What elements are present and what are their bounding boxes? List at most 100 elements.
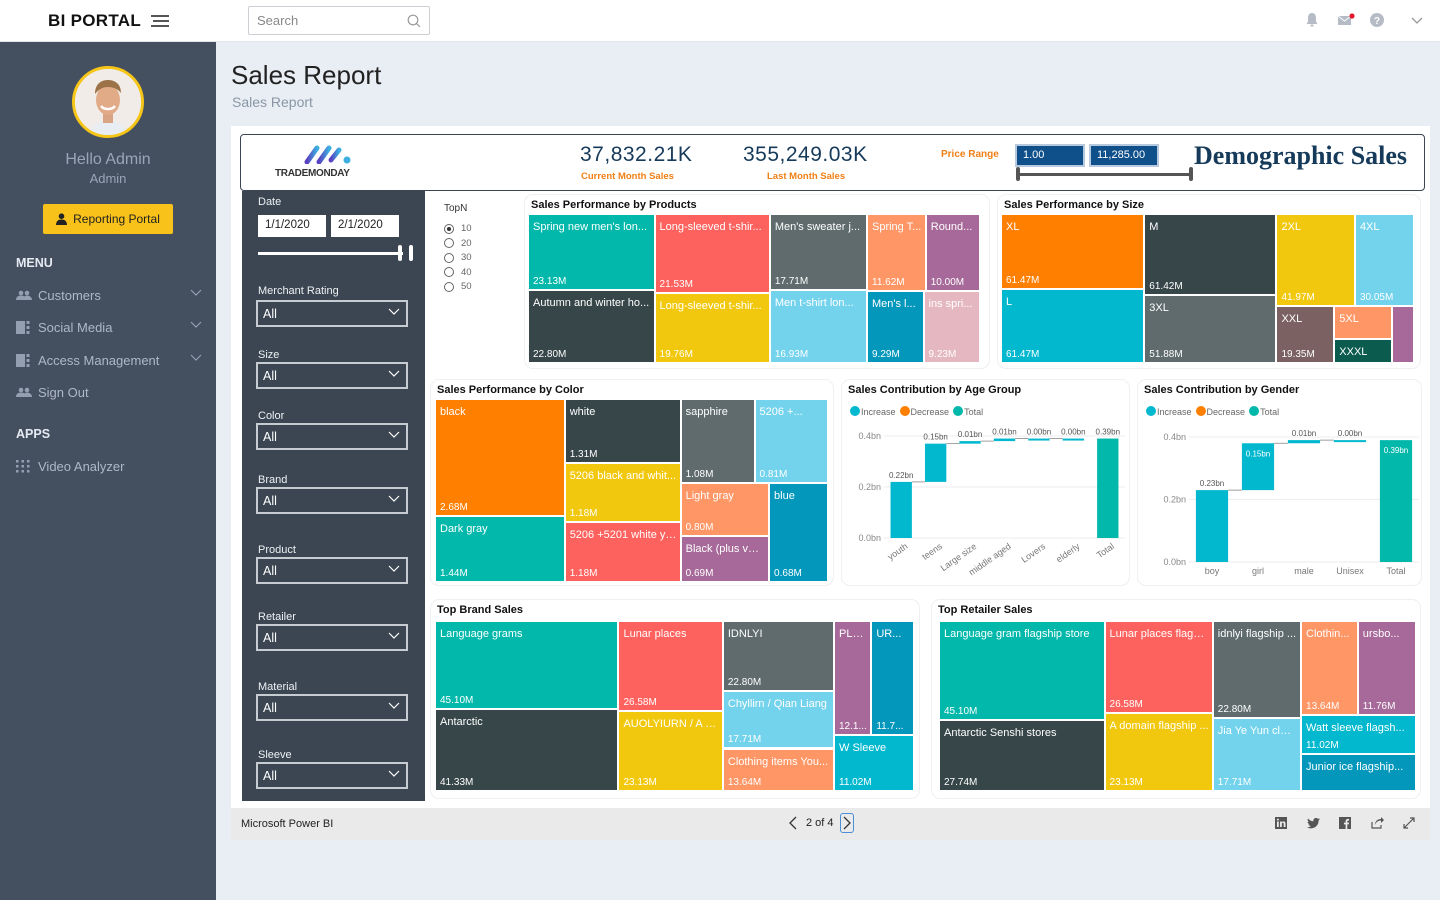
treemap-tile[interactable]: L 61.47M — [1002, 289, 1146, 364]
treemap-tile[interactable]: Men t-shirt lon... 16.93M — [770, 290, 868, 364]
slicer-dropdown-retailer[interactable]: All — [256, 624, 408, 651]
treemap-tile[interactable]: AUOLYIURN / A D... 23.13M — [619, 712, 724, 792]
reporting-portal-button[interactable]: Reporting Portal — [43, 204, 173, 234]
date-slider-handle-end[interactable] — [409, 245, 413, 261]
legend-item[interactable]: Decrease — [1195, 406, 1245, 417]
treemap-tile[interactable]: idnlyi flagship ... 22.80M — [1213, 622, 1303, 719]
price-min-input[interactable]: 1.00 — [1015, 144, 1085, 167]
treemap-tile[interactable]: Language grams 45.10M — [436, 622, 620, 711]
facebook-share-button[interactable] — [1338, 816, 1352, 830]
treemap-tile[interactable]: 5XL — [1335, 307, 1394, 341]
treemap-tile[interactable]: M 61.42M — [1145, 215, 1278, 297]
radio-button[interactable] — [444, 223, 454, 234]
brand-logo[interactable]: BI PORTAL — [48, 11, 142, 30]
topn-option-10[interactable]: 10 — [444, 223, 472, 234]
treemap-tile[interactable]: ins spri... 9.23M — [924, 292, 981, 364]
sidebar-item-access-management[interactable]: Access Management — [16, 349, 202, 371]
treemap-tile[interactable]: Chyllirn / Qian Liang 17.71M — [723, 691, 835, 750]
previous-page-button[interactable] — [786, 813, 800, 833]
radio-button[interactable] — [444, 238, 454, 248]
treemap-tile[interactable]: Jia Ye Yun clot... 17.71M — [1213, 718, 1303, 792]
treemap-tile[interactable]: Long-sleeved t-shir... 19.76M — [655, 293, 771, 364]
treemap-tile[interactable]: 5206 black and whit... 1.18M — [565, 464, 682, 523]
treemap-tile[interactable]: XL 61.47M — [1002, 215, 1146, 290]
treemap-tile[interactable]: Long-sleeved t-shir... 21.53M — [655, 215, 771, 294]
radio-button[interactable] — [444, 252, 454, 263]
legend-item[interactable]: Total — [953, 406, 983, 417]
bell-icon[interactable] — [1305, 12, 1319, 28]
legend-item[interactable]: Decrease — [899, 406, 949, 417]
search-input[interactable] — [249, 7, 399, 34]
fullscreen-button[interactable] — [1402, 816, 1416, 830]
treemap-tile[interactable]: Antarctic Senshi stores 27.74M — [940, 720, 1106, 792]
price-range-slider[interactable] — [1017, 173, 1191, 176]
sidebar-item-sign-out[interactable]: Sign Out — [16, 381, 202, 403]
legend-item[interactable]: Total — [1249, 406, 1279, 417]
treemap-tile[interactable]: Antarctic 41.33M — [436, 710, 620, 792]
slicer-dropdown-sleeve[interactable]: All — [256, 762, 408, 789]
chevron-down-icon[interactable] — [190, 289, 202, 297]
treemap-tile[interactable]: XXXL — [1335, 340, 1394, 364]
treemap-tile[interactable]: 3XL 51.88M — [1145, 296, 1278, 364]
treemap-tile[interactable]: white 1.31M — [565, 400, 682, 465]
treemap-tile[interactable]: Spring new men's lon... 23.13M — [529, 215, 656, 291]
topn-option-50[interactable]: 50 — [444, 281, 472, 292]
treemap-tile[interactable]: Men's l... 9.29M — [868, 292, 925, 364]
treemap-tile[interactable]: Language gram flagship store 45.10M — [940, 622, 1106, 721]
treemap-tile[interactable] — [1393, 307, 1415, 364]
date-from-input[interactable]: 1/1/2020 — [258, 215, 326, 237]
treemap-tile[interactable]: Men's sweater j... 17.71M — [770, 215, 868, 291]
treemap-tile[interactable]: W Sleeve 11.02M — [835, 735, 915, 792]
date-to-input[interactable]: 2/1/2020 — [331, 215, 399, 237]
treemap-tile[interactable]: 2XL 41.97M — [1277, 215, 1356, 308]
topn-option-40[interactable]: 40 — [444, 267, 472, 278]
hamburger-menu-icon[interactable] — [151, 15, 169, 27]
chevron-down-icon[interactable] — [190, 354, 202, 362]
treemap-tile[interactable]: sapphire 1.08M — [681, 400, 756, 485]
treemap-tile[interactable]: XXL 19.35M — [1277, 307, 1336, 364]
treemap-tile[interactable]: Round... 10.00M — [926, 215, 981, 293]
treemap-tile[interactable]: Clothing items You... 13.64M — [723, 749, 835, 792]
search-icon[interactable] — [407, 14, 421, 28]
chevron-down-icon[interactable] — [1411, 17, 1423, 25]
treemap-tile[interactable]: 5206 +5201 white ye... 1.18M — [565, 522, 682, 583]
slicer-dropdown-size[interactable]: All — [256, 362, 408, 389]
treemap-tile[interactable]: IDNLYI 22.80M — [723, 622, 835, 692]
sidebar-item-customers[interactable]: Customers — [16, 284, 202, 306]
topn-option-30[interactable]: 30 — [444, 252, 472, 263]
help-icon[interactable]: ? — [1369, 12, 1385, 28]
slicer-dropdown-brand[interactable]: All — [256, 487, 408, 514]
treemap-tile[interactable]: A domain flagship ... 23.13M — [1105, 713, 1214, 792]
treemap-tile[interactable]: UR... 11.7... — [872, 622, 915, 736]
treemap-tile[interactable]: Lunar places 26.58M — [619, 622, 724, 713]
treemap-tile[interactable]: Autumn and winter ho... 22.80M — [529, 290, 656, 364]
legend-item[interactable]: Increase — [1146, 406, 1192, 417]
sidebar-item-social-media[interactable]: Social Media — [16, 316, 202, 338]
radio-button[interactable] — [444, 281, 454, 292]
power-bi-label[interactable]: Microsoft Power BI — [241, 818, 334, 830]
date-range-slider[interactable] — [258, 252, 403, 255]
treemap-tile[interactable]: Spring T... 11.62M — [868, 215, 927, 293]
treemap-tile[interactable]: ursbo... 11.76M — [1358, 622, 1417, 716]
slicer-dropdown-merchant-rating[interactable]: All — [256, 300, 408, 327]
price-max-input[interactable]: 11,285.00 — [1089, 144, 1159, 167]
slicer-dropdown-product[interactable]: All — [256, 557, 408, 584]
slicer-dropdown-color[interactable]: All — [256, 423, 408, 450]
treemap-tile[interactable]: 5206 +... 0.81M — [755, 400, 829, 485]
date-slider-handle-start[interactable] — [398, 245, 402, 261]
linkedin-share-button[interactable] — [1274, 816, 1288, 830]
radio-button[interactable] — [444, 267, 454, 277]
treemap-tile[interactable]: Black (plus velv... 0.69M — [681, 537, 771, 583]
legend-item[interactable]: Increase — [850, 406, 896, 417]
treemap-tile[interactable]: PLA... 12.1... — [835, 622, 873, 736]
mail-icon[interactable] — [1337, 13, 1355, 27]
treemap-tile[interactable]: 4XL 30.05M — [1355, 215, 1415, 308]
treemap-tile[interactable]: Lunar places flagsh... 26.58M — [1105, 622, 1214, 714]
price-slider-max-handle[interactable] — [1189, 167, 1193, 181]
share-button[interactable] — [1370, 816, 1384, 830]
treemap-tile[interactable]: black 2.68M — [436, 400, 566, 518]
next-page-button[interactable] — [839, 813, 854, 833]
twitter-share-button[interactable] — [1306, 816, 1320, 830]
treemap-tile[interactable]: Dark gray 1.44M — [436, 517, 566, 583]
price-slider-min-handle[interactable] — [1016, 167, 1020, 181]
